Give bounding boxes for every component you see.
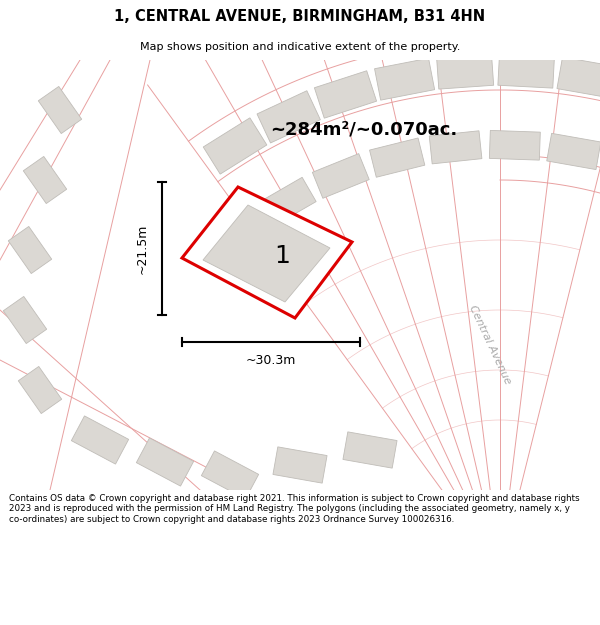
Text: ~21.5m: ~21.5m	[136, 223, 149, 274]
Polygon shape	[136, 438, 194, 486]
Text: ~284m²/~0.070ac.: ~284m²/~0.070ac.	[270, 121, 457, 139]
Polygon shape	[257, 91, 320, 143]
Text: Central Avenue: Central Avenue	[467, 304, 513, 386]
Polygon shape	[557, 57, 600, 98]
Polygon shape	[437, 53, 494, 89]
Polygon shape	[313, 154, 369, 198]
Polygon shape	[8, 226, 52, 274]
Text: Contains OS data © Crown copyright and database right 2021. This information is : Contains OS data © Crown copyright and d…	[9, 494, 580, 524]
Polygon shape	[314, 71, 377, 118]
Polygon shape	[429, 131, 482, 164]
Polygon shape	[343, 432, 397, 468]
Polygon shape	[202, 451, 259, 499]
Polygon shape	[182, 187, 352, 318]
Text: 1, CENTRAL AVENUE, BIRMINGHAM, B31 4HN: 1, CENTRAL AVENUE, BIRMINGHAM, B31 4HN	[115, 9, 485, 24]
Polygon shape	[547, 133, 600, 169]
Polygon shape	[3, 296, 47, 344]
Polygon shape	[71, 416, 128, 464]
Text: ~30.3m: ~30.3m	[246, 354, 296, 366]
Text: Map shows position and indicative extent of the property.: Map shows position and indicative extent…	[140, 42, 460, 52]
Polygon shape	[498, 53, 554, 88]
Polygon shape	[273, 447, 327, 483]
Polygon shape	[38, 86, 82, 134]
Text: 1: 1	[274, 244, 290, 268]
Polygon shape	[374, 58, 434, 100]
Polygon shape	[203, 118, 267, 174]
Polygon shape	[490, 131, 541, 160]
Polygon shape	[23, 156, 67, 204]
Polygon shape	[370, 138, 425, 178]
Polygon shape	[259, 177, 316, 227]
Polygon shape	[203, 205, 330, 302]
Polygon shape	[18, 366, 62, 414]
